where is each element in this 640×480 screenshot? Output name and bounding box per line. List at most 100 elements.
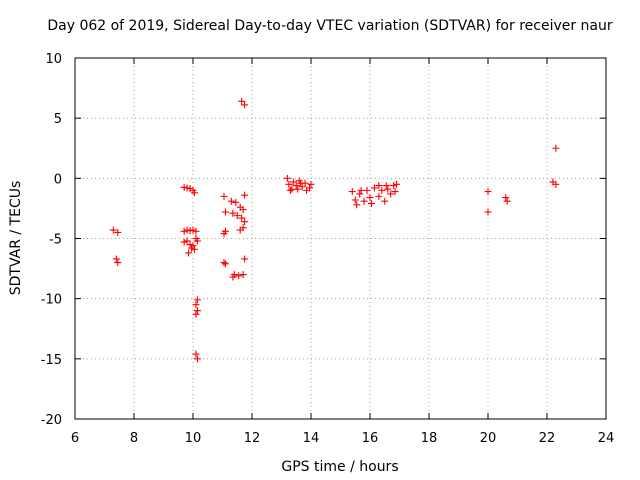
- y-tick-label: -5: [49, 233, 62, 248]
- data-point: [220, 230, 228, 238]
- data-point: [189, 242, 197, 250]
- data-point: [294, 185, 302, 193]
- data-point: [390, 182, 398, 190]
- data-point: [193, 296, 201, 304]
- data-point: [298, 183, 306, 191]
- data-point: [384, 185, 392, 193]
- data-point: [356, 190, 364, 198]
- data-point: [241, 218, 249, 226]
- data-point: [370, 184, 378, 192]
- tick-labels: 6 8 10 12 14 16 18 20 22 24 -20 -15 -10 -5 0 5 10: [41, 52, 615, 446]
- data-point: [232, 198, 240, 206]
- data-point: [186, 227, 194, 235]
- data-point: [238, 97, 246, 105]
- data-point: [112, 255, 120, 263]
- data-point: [190, 189, 198, 197]
- data-point: [288, 185, 296, 193]
- data-point: [502, 194, 510, 202]
- y-tick-label: 10: [45, 52, 62, 67]
- data-point: [241, 255, 249, 263]
- data-point: [391, 188, 399, 196]
- y-tick-label: -10: [41, 293, 62, 308]
- data-point: [484, 208, 492, 216]
- data-point: [552, 180, 560, 188]
- data-point: [363, 186, 371, 194]
- grid-lines: [75, 58, 606, 419]
- data-point: [283, 174, 291, 182]
- data-point: [230, 271, 238, 279]
- data-point: [180, 183, 188, 191]
- data-point: [289, 178, 297, 186]
- y-tick-label: 5: [54, 112, 62, 127]
- data-point: [221, 208, 229, 216]
- data-point: [286, 186, 294, 194]
- data-point: [239, 206, 247, 214]
- data-point: [285, 180, 293, 188]
- data-point: [220, 192, 228, 200]
- data-point: [192, 310, 200, 318]
- data-point: [190, 245, 198, 253]
- data-points: [109, 97, 560, 363]
- y-axis-label: SDTVAR / TECUs: [8, 181, 24, 296]
- data-point: [241, 191, 249, 199]
- data-point: [193, 237, 201, 245]
- data-point: [192, 350, 200, 358]
- data-point: [236, 226, 244, 234]
- x-axis-label: GPS time / hours: [281, 459, 398, 475]
- data-point: [378, 186, 386, 194]
- data-point: [387, 190, 395, 198]
- data-point: [193, 307, 201, 315]
- data-point: [185, 249, 193, 257]
- x-tick-label: 8: [130, 431, 138, 446]
- data-point: [367, 200, 375, 208]
- data-point: [241, 101, 249, 109]
- data-point: [193, 355, 201, 363]
- x-tick-label: 24: [598, 431, 615, 446]
- data-point: [235, 272, 243, 280]
- data-point: [183, 184, 191, 192]
- data-point: [484, 188, 492, 196]
- x-tick-label: 6: [71, 431, 79, 446]
- data-point: [192, 301, 200, 309]
- axis-ticks: [74, 57, 607, 420]
- data-point: [109, 226, 117, 234]
- data-point: [353, 201, 361, 209]
- data-point: [366, 194, 374, 202]
- x-tick-label: 14: [303, 431, 320, 446]
- data-point: [503, 197, 511, 205]
- x-tick-label: 10: [185, 431, 202, 446]
- data-point: [360, 197, 368, 205]
- data-point: [375, 182, 383, 190]
- data-point: [351, 196, 359, 204]
- y-tick-label: 0: [54, 172, 62, 187]
- data-point: [238, 214, 246, 222]
- data-point: [180, 238, 188, 246]
- x-tick-label: 22: [539, 431, 556, 446]
- data-point: [114, 259, 122, 267]
- data-point: [183, 237, 191, 245]
- data-point: [220, 259, 228, 267]
- x-tick-label: 12: [244, 431, 261, 446]
- data-point: [297, 179, 305, 187]
- x-tick-label: 20: [480, 431, 497, 446]
- x-tick-label: 18: [421, 431, 438, 446]
- data-point: [292, 182, 300, 190]
- data-point: [239, 271, 247, 279]
- data-point: [375, 192, 383, 200]
- y-tick-label: -15: [41, 353, 62, 368]
- data-point: [348, 188, 356, 196]
- data-point: [357, 186, 365, 194]
- data-point: [306, 184, 314, 192]
- data-point: [393, 180, 401, 188]
- data-point: [233, 212, 241, 220]
- data-point: [381, 197, 389, 205]
- data-point: [114, 228, 122, 236]
- data-point: [382, 182, 390, 190]
- data-point: [229, 209, 237, 217]
- data-point: [180, 227, 188, 235]
- data-point: [227, 197, 235, 205]
- data-point: [221, 260, 229, 268]
- y-tick-label: -20: [41, 413, 62, 428]
- data-point: [552, 144, 560, 152]
- plot-frame: [74, 57, 607, 420]
